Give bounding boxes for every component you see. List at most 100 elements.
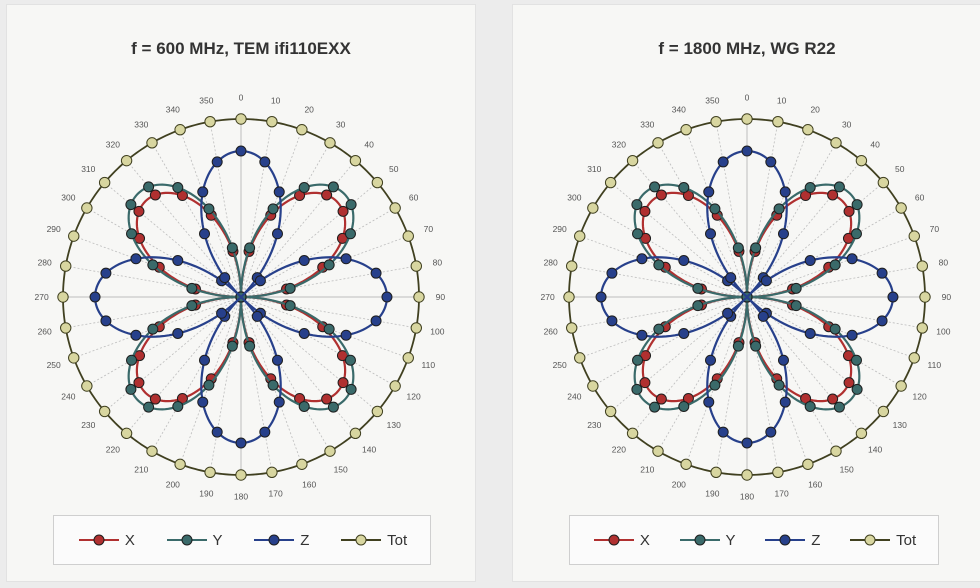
angle-tick-label: 40 — [364, 139, 374, 149]
data-point-y — [773, 379, 785, 391]
angle-tick-label: 10 — [271, 96, 281, 106]
legend-swatch-z — [765, 534, 806, 546]
legend-item-x: X — [592, 532, 650, 549]
data-point-z — [779, 186, 791, 198]
angle-tick-label: 320 — [106, 139, 120, 149]
angle-tick-label: 310 — [587, 164, 601, 174]
grid-spoke — [746, 296, 779, 473]
data-point-z — [130, 253, 142, 265]
data-point-z — [765, 426, 777, 438]
data-point-y — [344, 228, 356, 240]
angle-tick-label: 100 — [430, 327, 444, 337]
data-point-z — [678, 327, 690, 339]
data-point-z — [235, 145, 247, 157]
data-point-y — [851, 199, 863, 211]
data-point-tot — [626, 154, 639, 167]
legend-swatch-x — [78, 534, 119, 546]
data-point-tot — [204, 466, 216, 478]
angle-tick-label: 80 — [433, 257, 443, 267]
grid-spoke — [592, 207, 748, 298]
data-point-z — [887, 291, 899, 303]
data-point-y — [147, 323, 159, 335]
grid-spoke — [151, 142, 242, 298]
data-point-tot — [895, 380, 907, 392]
data-point-z — [130, 329, 142, 341]
legend-1800mhz: X Y Z Tot — [569, 515, 939, 565]
angle-tick-label: 280 — [544, 257, 558, 267]
data-point-z — [606, 267, 618, 279]
data-point-y — [709, 379, 721, 391]
grid-spoke — [86, 207, 242, 298]
data-point-y — [833, 181, 845, 193]
data-point-y — [323, 323, 335, 335]
data-point-y — [186, 282, 198, 294]
angle-tick-label: 290 — [47, 224, 61, 234]
data-point-tot — [604, 176, 617, 189]
legend-label: Z — [300, 531, 310, 549]
series-y — [125, 181, 357, 413]
grid-spoke — [240, 296, 331, 452]
angle-tick-label: 0 — [239, 93, 244, 103]
data-point-z — [757, 310, 769, 322]
data-point-y — [850, 354, 862, 366]
data-point-tot — [296, 458, 308, 470]
data-point-y — [298, 182, 310, 194]
angle-tick-label: 320 — [612, 139, 626, 149]
data-point-x — [843, 377, 855, 389]
data-point-z — [636, 329, 648, 341]
data-point-x — [639, 377, 651, 389]
angle-tick-label: 80 — [939, 257, 949, 267]
data-point-z — [100, 267, 112, 279]
grid-spoke — [86, 296, 242, 387]
angle-tick-label: 230 — [81, 420, 95, 430]
angle-tick-label: 30 — [336, 119, 346, 129]
data-point-x — [133, 377, 145, 389]
legend-label: X — [124, 531, 135, 549]
angle-tick-label: 350 — [199, 96, 213, 106]
angle-tick-label: 270 — [541, 292, 555, 302]
data-point-tot — [296, 124, 308, 136]
data-point-tot — [120, 427, 133, 440]
data-point-tot — [389, 202, 401, 214]
grid-spoke — [746, 207, 902, 298]
data-point-z — [273, 396, 285, 408]
angle-tick-label: 110 — [928, 360, 942, 370]
data-point-z — [846, 329, 858, 341]
angle-tick-label: 280 — [38, 257, 52, 267]
data-point-tot — [235, 113, 247, 125]
data-point-tot — [916, 260, 928, 272]
data-point-y — [344, 354, 356, 366]
data-point-z — [777, 228, 789, 240]
data-point-tot — [772, 466, 784, 478]
angle-tick-label: 240 — [61, 392, 75, 402]
data-point-tot — [60, 322, 72, 334]
data-point-z — [370, 267, 382, 279]
angle-tick-label: 0 — [745, 93, 750, 103]
data-point-z — [765, 156, 777, 168]
data-point-z — [722, 307, 734, 319]
data-point-x — [337, 377, 349, 389]
data-point-z — [636, 253, 648, 265]
data-point-z — [271, 228, 283, 240]
angle-tick-label: 210 — [640, 465, 654, 475]
data-point-tot — [916, 322, 928, 334]
data-point-x — [149, 393, 161, 405]
angle-tick-label: 170 — [775, 488, 789, 498]
angle-tick-label: 330 — [640, 119, 654, 129]
data-point-z — [703, 396, 715, 408]
data-point-tot — [413, 291, 425, 303]
grid-spoke — [657, 142, 748, 298]
angle-tick-label: 160 — [302, 479, 316, 489]
grid-spoke — [746, 296, 837, 452]
data-point-tot — [877, 176, 890, 189]
angle-tick-label: 340 — [672, 105, 686, 115]
data-point-tot — [710, 466, 722, 478]
data-point-tot — [266, 116, 278, 128]
data-point-y — [244, 242, 256, 254]
data-point-y — [126, 354, 138, 366]
data-point-z — [254, 275, 266, 287]
data-point-tot — [60, 260, 72, 272]
angle-tick-label: 170 — [269, 488, 283, 498]
data-point-tot — [402, 230, 414, 242]
data-point-y — [203, 203, 215, 215]
